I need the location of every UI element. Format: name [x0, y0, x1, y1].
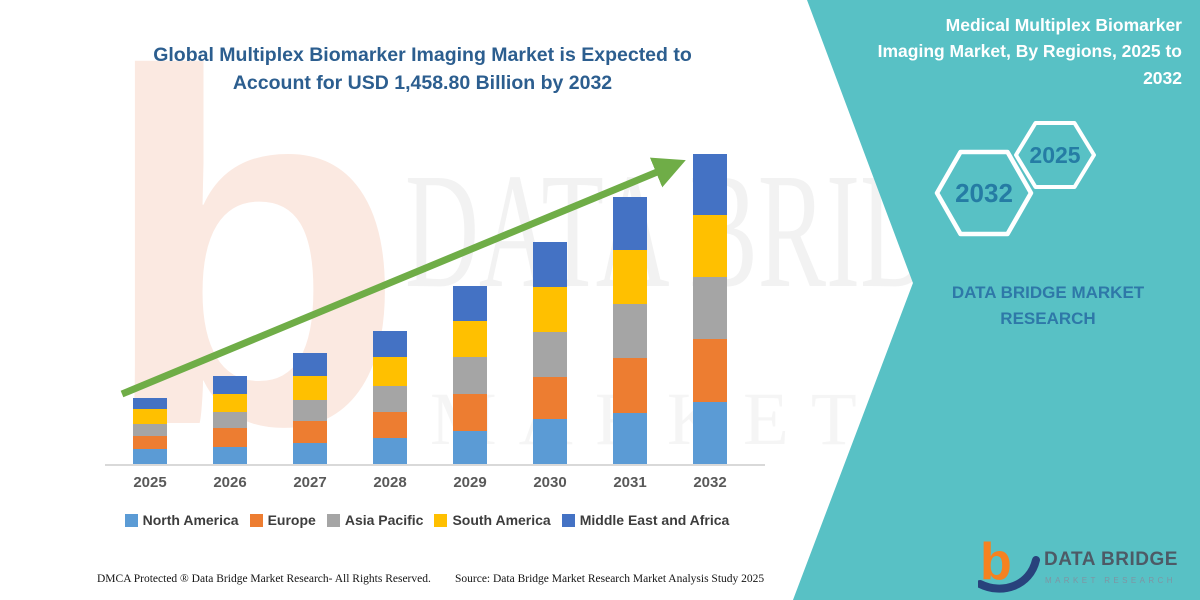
logo-graphic: b DATA BRIDGE MARKET RESEARCH — [976, 533, 1178, 593]
footer-dmca: DMCA Protected ® Data Bridge Market Rese… — [97, 573, 431, 585]
legend-swatch-icon — [326, 513, 340, 527]
chart-title-line-1: Global Multiplex Biomarker Imaging Marke… — [153, 44, 692, 66]
segment-2028-europe — [373, 412, 407, 438]
segment-2026-europe — [213, 428, 247, 447]
logo-b-icon: b — [980, 533, 1012, 591]
bar-2029 — [453, 286, 487, 464]
segment-2030-middle-east-and-africa — [533, 242, 567, 287]
x-label-2027: 2027 — [293, 474, 327, 491]
segment-2031-south-america — [613, 250, 647, 304]
segment-2025-middle-east-and-africa — [133, 398, 167, 409]
legend-label: Middle East and Africa — [579, 512, 730, 528]
hexagon-small-year: 2025 — [1029, 142, 1080, 168]
bar-2032 — [693, 154, 727, 464]
trend-arrow-icon — [120, 157, 686, 398]
segment-2029-asia-pacific — [453, 357, 487, 394]
segment-2031-middle-east-and-africa — [613, 197, 647, 250]
footer-source: Source: Data Bridge Market Research Mark… — [455, 573, 765, 585]
segment-2028-middle-east-and-africa — [373, 331, 407, 357]
segment-2027-north-america — [293, 443, 327, 464]
segment-2026-asia-pacific — [213, 412, 247, 428]
x-label-2025: 2025 — [133, 474, 167, 491]
hexagon-large-year: 2032 — [955, 178, 1013, 208]
x-axis-line — [105, 464, 765, 466]
x-label-2031: 2031 — [613, 474, 647, 491]
x-label-2029: 2029 — [453, 474, 487, 491]
x-axis-labels: 2025 2026 2027 2028 2029 2030 2031 2032 — [133, 474, 727, 491]
right-panel-title-line-1: Medical Multiplex Biomarker — [945, 15, 1182, 35]
segment-2029-middle-east-and-africa — [453, 286, 487, 321]
brand-text: DATA BRIDGE MARKET RESEARCH — [951, 283, 1145, 329]
segment-2027-asia-pacific — [293, 400, 327, 421]
chart-title-line-2: Account for USD 1,458.80 Billion by 2032 — [232, 71, 613, 94]
segment-2025-north-america — [133, 449, 167, 464]
bar-2026 — [213, 376, 247, 464]
segment-2026-north-america — [213, 447, 247, 464]
legend-item-middle-east-and-africa: Middle East and Africa — [561, 512, 730, 528]
right-panel-title-line-2: Imaging Market, By Regions, 2025 to — [877, 41, 1182, 62]
bar-2031 — [613, 197, 647, 464]
legend-swatch-icon — [434, 513, 448, 527]
plot-area — [105, 154, 765, 466]
bar-2025 — [133, 398, 167, 464]
segment-2029-north-america — [453, 431, 487, 464]
segment-2030-south-america — [533, 287, 567, 332]
segment-2032-middle-east-and-africa — [693, 154, 727, 215]
legend-swatch-icon — [561, 513, 575, 527]
segment-2032-europe — [693, 339, 727, 402]
legend-item-south-america: South America — [434, 512, 551, 528]
segment-2031-europe — [613, 358, 647, 413]
right-panel-title: Medical Multiplex Biomarker Imaging Mark… — [802, 12, 1182, 91]
legend-swatch-icon — [124, 513, 138, 527]
legend-label: South America — [452, 512, 551, 528]
right-panel-title-line-3: 2032 — [1143, 67, 1182, 88]
segment-2027-middle-east-and-africa — [293, 353, 327, 376]
segment-2030-asia-pacific — [533, 332, 567, 377]
segment-2025-south-america — [133, 409, 167, 424]
bar-2030 — [533, 242, 567, 464]
hexagon-2025-outline-icon — [1014, 121, 1096, 189]
segment-2030-europe — [533, 377, 567, 419]
hexagon-badges: 2032 2025 — [934, 121, 1096, 237]
segment-2027-europe — [293, 421, 327, 443]
bar-2028 — [373, 331, 407, 464]
segment-2030-north-america — [533, 419, 567, 464]
legend-label: North America — [142, 512, 239, 528]
segment-2025-europe — [133, 436, 167, 449]
segment-2031-asia-pacific — [613, 304, 647, 358]
segment-2031-north-america — [613, 413, 647, 464]
segment-2032-north-america — [693, 402, 727, 464]
segment-2027-south-america — [293, 376, 327, 400]
segment-2025-asia-pacific — [133, 424, 167, 436]
logo-swoosh-icon — [976, 556, 1040, 593]
segment-2029-south-america — [453, 321, 487, 357]
hexagon-2032-outline-icon — [934, 149, 1034, 237]
segment-2028-south-america — [373, 357, 407, 386]
segment-2028-north-america — [373, 438, 407, 464]
legend-swatch-icon — [249, 513, 263, 527]
segment-2029-europe — [453, 394, 487, 431]
x-label-2026: 2026 — [213, 474, 247, 491]
logo-text-primary: DATA BRIDGE — [1044, 549, 1178, 570]
segment-2026-south-america — [213, 394, 247, 412]
segment-2032-asia-pacific — [693, 277, 727, 339]
legend-item-north-america: North America — [124, 512, 239, 528]
legend-item-europe: Europe — [249, 512, 316, 528]
segment-2028-asia-pacific — [373, 386, 407, 412]
segment-2026-middle-east-and-africa — [213, 376, 247, 394]
chart-title: Global Multiplex Biomarker Imaging Marke… — [130, 42, 715, 97]
x-label-2032: 2032 — [693, 474, 727, 491]
logo-text-secondary: MARKET RESEARCH — [1045, 576, 1176, 585]
bar-2027 — [293, 353, 327, 464]
x-label-2028: 2028 — [373, 474, 407, 491]
legend-item-asia-pacific: Asia Pacific — [326, 512, 424, 528]
segment-2032-south-america — [693, 215, 727, 277]
legend-label: Asia Pacific — [344, 512, 424, 528]
legend: North America Europe Asia Pacific South Ame… — [87, 512, 767, 528]
legend-label: Europe — [267, 512, 316, 528]
x-label-2030: 2030 — [533, 474, 567, 491]
data-bridge-logo: b DATA BRIDGE MARKET RESEARCH — [976, 532, 1178, 599]
